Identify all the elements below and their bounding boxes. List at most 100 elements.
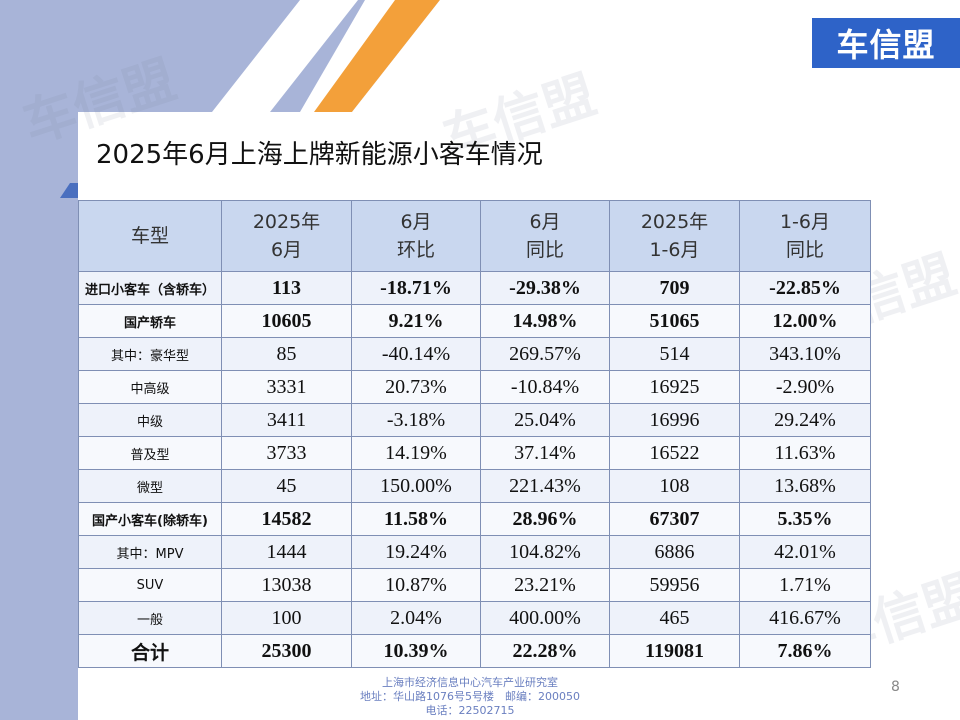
white-top-panel: [352, 0, 960, 112]
cell-mom: -40.14%: [351, 337, 481, 371]
cell-june: 3411: [221, 403, 352, 437]
cell-yoy: 28.96%: [480, 502, 610, 536]
white-stripe: [212, 0, 358, 112]
table-row: SUV 13038 10.87% 23.21% 59956 1.71%: [78, 568, 871, 602]
cell-category: 普及型: [78, 436, 222, 470]
cell-yoy: 269.57%: [480, 337, 610, 371]
registration-table: 车型 2025年 6月 6月 环比 6月 同比 2025年 1-6月 1-6月 同比 进口小客车（含…: [78, 200, 871, 668]
cell-category: 其中：MPV: [78, 535, 222, 569]
table-row: 国产轿车 10605 9.21% 14.98% 51065 12.00%: [78, 304, 871, 338]
cell-ytd: 16996: [609, 403, 740, 437]
cell-ytd-yoy: 11.63%: [739, 436, 871, 470]
table-header-row: 车型 2025年 6月 6月 环比 6月 同比 2025年 1-6月 1-6月 同比: [78, 200, 871, 272]
column-header-line2: 1-6月: [649, 239, 700, 261]
column-header-line1: 1-6月: [779, 211, 831, 233]
column-header-line1: 6月: [529, 211, 561, 233]
cell-ytd-yoy: -22.85%: [739, 271, 871, 305]
cell-june: 3733: [221, 436, 352, 470]
column-header-line2: 6月: [270, 239, 303, 261]
column-header-line1: 2025年: [640, 211, 709, 233]
cell-june: 10605: [221, 304, 352, 338]
cell-yoy: 37.14%: [480, 436, 610, 470]
cell-yoy: 221.43%: [480, 469, 610, 503]
cell-mom: 14.19%: [351, 436, 481, 470]
cell-category: 其中：豪华型: [78, 337, 222, 371]
table-row: 微型 45 150.00% 221.43% 108 13.68%: [78, 469, 871, 503]
cell-mom: 20.73%: [351, 370, 481, 404]
cell-june: 113: [221, 271, 352, 305]
cell-category: SUV: [78, 568, 222, 602]
cell-yoy: -10.84%: [480, 370, 610, 404]
cell-ytd: 67307: [609, 502, 740, 536]
column-header-line1: 车型: [130, 225, 169, 247]
cell-category: 微型: [78, 469, 222, 503]
column-header: 2025年 1-6月: [609, 200, 740, 272]
cell-ytd: 108: [609, 469, 740, 503]
cell-ytd-yoy: 1.71%: [739, 568, 871, 602]
cell-ytd: 514: [609, 337, 740, 371]
cell-ytd: 51065: [609, 304, 740, 338]
cell-ytd-yoy: -2.90%: [739, 370, 871, 404]
cell-ytd: 16925: [609, 370, 740, 404]
cell-mom: -3.18%: [351, 403, 481, 437]
cell-ytd-yoy: 7.86%: [739, 634, 871, 668]
column-header: 6月环比: [351, 200, 481, 272]
cell-mom: 11.58%: [351, 502, 481, 536]
column-header: 1-6月同比: [739, 200, 871, 272]
cell-ytd-yoy: 5.35%: [739, 502, 871, 536]
cell-yoy: 22.28%: [480, 634, 610, 668]
cell-yoy: 14.98%: [480, 304, 610, 338]
column-header-line2: 同比: [785, 239, 824, 261]
cell-ytd-yoy: 13.68%: [739, 469, 871, 503]
table-row: 合计 25300 10.39% 22.28% 119081 7.86%: [78, 634, 871, 668]
cell-june: 1444: [221, 535, 352, 569]
cell-ytd-yoy: 29.24%: [739, 403, 871, 437]
cell-mom: 19.24%: [351, 535, 481, 569]
table-body: 进口小客车（含轿车） 113 -18.71% -29.38% 709 -22.85% 国产轿…: [78, 271, 871, 668]
table-row: 一般 100 2.04% 400.00% 465 416.67%: [78, 601, 871, 635]
cell-category: 国产小客车(除轿车): [78, 502, 222, 536]
cell-category: 进口小客车（含轿车）: [78, 271, 222, 305]
cell-june: 85: [221, 337, 352, 371]
cell-yoy: -29.38%: [480, 271, 610, 305]
cell-ytd: 709: [609, 271, 740, 305]
table-row: 普及型 3733 14.19% 37.14% 16522 11.63%: [78, 436, 871, 470]
cell-yoy: 23.21%: [480, 568, 610, 602]
brand-logo: 车信盟: [812, 18, 960, 68]
cell-category: 中高级: [78, 370, 222, 404]
table-row: 其中：豪华型 85 -40.14% 269.57% 514 343.10%: [78, 337, 871, 371]
cell-mom: 9.21%: [351, 304, 481, 338]
cell-yoy: 400.00%: [480, 601, 610, 635]
table-row: 其中：MPV 1444 19.24% 104.82% 6886 42.01%: [78, 535, 871, 569]
cell-mom: 10.87%: [351, 568, 481, 602]
cell-category: 国产轿车: [78, 304, 222, 338]
cell-category: 合计: [78, 634, 222, 668]
cell-ytd: 6886: [609, 535, 740, 569]
cell-ytd: 119081: [609, 634, 740, 668]
footer-address: 地址：华山路1076号5号楼 邮编：200050: [360, 690, 580, 703]
page-number: 8: [891, 679, 900, 695]
cell-ytd: 16522: [609, 436, 740, 470]
cell-ytd-yoy: 416.67%: [739, 601, 871, 635]
footer-phone: 电话：22502715: [425, 704, 515, 717]
column-header: 车型: [78, 200, 222, 272]
column-header-line1: 2025年: [252, 211, 321, 233]
cell-yoy: 25.04%: [480, 403, 610, 437]
cell-ytd-yoy: 12.00%: [739, 304, 871, 338]
cell-june: 45: [221, 469, 352, 503]
cell-june: 3331: [221, 370, 352, 404]
column-header-line1: 6月: [400, 211, 432, 233]
cell-ytd-yoy: 42.01%: [739, 535, 871, 569]
cell-mom: 10.39%: [351, 634, 481, 668]
cell-june: 25300: [221, 634, 352, 668]
column-header: 2025年 6月: [221, 200, 352, 272]
cell-ytd-yoy: 343.10%: [739, 337, 871, 371]
cell-june: 100: [221, 601, 352, 635]
table-row: 国产小客车(除轿车) 14582 11.58% 28.96% 67307 5.35%: [78, 502, 871, 536]
cell-ytd: 59956: [609, 568, 740, 602]
cell-mom: 150.00%: [351, 469, 481, 503]
cell-category: 一般: [78, 601, 222, 635]
cell-mom: 2.04%: [351, 601, 481, 635]
column-header-line2: 环比: [396, 239, 435, 261]
slide-title: 2025年6月上海上牌新能源小客车情况: [96, 140, 543, 170]
